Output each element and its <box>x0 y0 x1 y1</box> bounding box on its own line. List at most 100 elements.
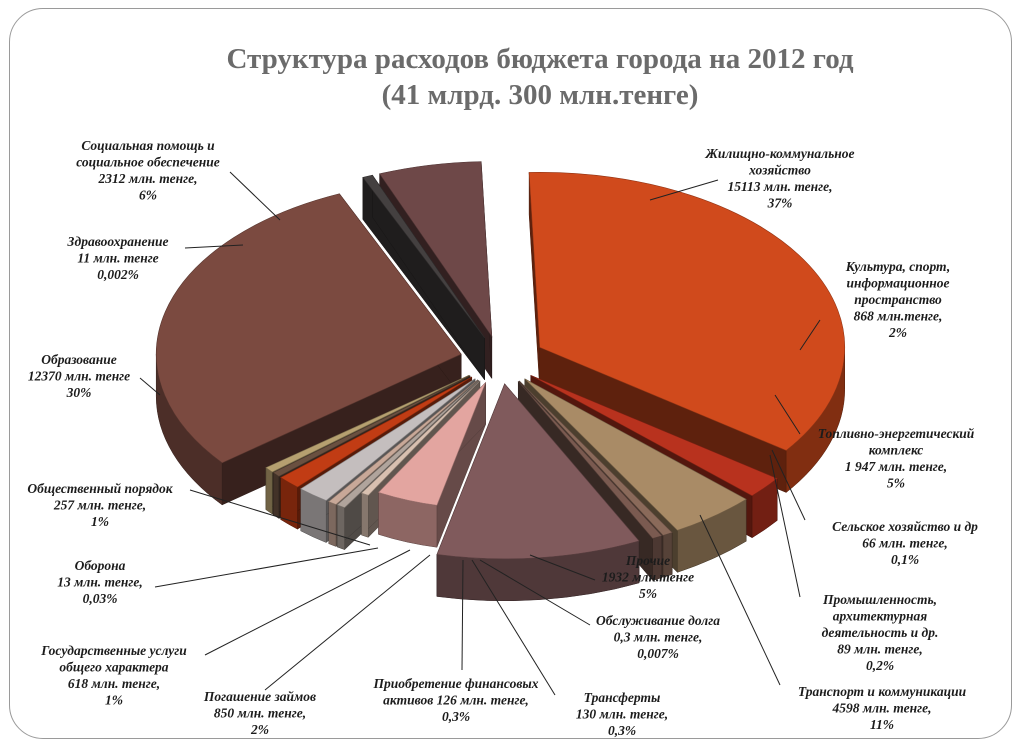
data-label-8-line-1: 130 млн. тенге, <box>576 707 668 722</box>
data-label-11-line-0: Государственные услуги <box>40 643 187 658</box>
data-label-15: Здравоохранение 11 млн. тенге 0,002% <box>66 234 168 282</box>
data-label-5-line-1: 4598 млн. тенге, <box>832 701 932 716</box>
data-label-0-line-3: 37% <box>767 196 793 211</box>
data-label-12-line-1: 13 млн. тенге, <box>57 575 142 590</box>
data-label-16-line-3: 6% <box>139 188 157 203</box>
data-label-16-line-1: социальное обеспечение <box>76 155 220 170</box>
data-label-0-line-1: хозяйство <box>748 163 811 178</box>
data-labels: Жилищно-коммунальное хозяйство 15113 млн. … <box>27 138 978 738</box>
data-label-1: Культура, спорт, информационное пространст… <box>845 259 951 340</box>
data-label-16-line-2: 2312 млн. тенге, <box>98 171 198 186</box>
data-label-0-line-0: Жилищно-коммунальное <box>705 146 855 161</box>
pie-tops <box>155 161 846 560</box>
slice-12 <box>272 375 471 477</box>
data-label-3-line-1: 66 млн. тенге, <box>862 536 947 551</box>
slice-5 <box>436 383 640 560</box>
leader-line-6 <box>529 554 596 581</box>
data-label-1-line-0: Культура, спорт, <box>845 259 951 274</box>
data-label-4-line-4: 0,2% <box>866 658 894 673</box>
slice-10 <box>300 378 476 501</box>
data-label-12-line-2: 0,03% <box>83 591 118 606</box>
data-label-5-line-0: Транспорт и коммуникации <box>798 684 967 699</box>
slice-6 <box>377 382 486 506</box>
data-label-16: Социальная помощь и социальное обеспечени… <box>76 138 220 203</box>
leader-line-2 <box>774 394 801 435</box>
data-label-5: Транспорт и коммуникации 4598 млн. тенге,… <box>798 684 967 732</box>
slice-8 <box>336 380 479 508</box>
leader-line-3 <box>771 449 806 521</box>
data-label-14-line-0: Образование <box>41 352 117 367</box>
slice-rim-7-0 <box>361 492 369 538</box>
data-label-15-line-0: Здравоохранение <box>66 234 168 249</box>
data-label-14-line-1: 12370 млн. тенге <box>28 369 130 384</box>
data-label-10: Погашение займов 850 млн. тенге, 2% <box>203 689 316 737</box>
leader-lines <box>139 171 821 696</box>
data-label-1-line-3: 868 млн.тенге, <box>854 309 943 324</box>
leader-line-10 <box>264 554 431 691</box>
data-label-9-line-2: 0,3% <box>442 709 470 724</box>
slice-7 <box>361 380 481 496</box>
leader-line-0 <box>649 179 719 201</box>
data-label-13-line-2: 1% <box>91 514 109 529</box>
data-label-7: Обслуживание долга 0,3 млн. тенге, 0,007% <box>596 613 720 661</box>
slide-frame <box>9 8 1012 739</box>
data-label-1-line-4: 2% <box>888 325 907 340</box>
data-label-11-line-2: 618 млн. тенге, <box>68 676 160 691</box>
data-label-9-line-1: активов 126 млн. тенге, <box>383 693 529 708</box>
data-label-2-line-1: комплекс <box>869 443 924 458</box>
chart-title: Структура расходов бюджета города на 201… <box>226 43 854 75</box>
slice-4 <box>518 381 663 539</box>
leader-line-16 <box>229 171 281 221</box>
leader-line-9 <box>461 559 464 671</box>
leader-line-7 <box>479 559 591 626</box>
data-label-12-line-0: Оборона <box>75 558 126 573</box>
data-label-5-line-2: 11% <box>870 717 894 732</box>
data-label-11-line-3: 1% <box>105 693 123 708</box>
chart-subtitle: (41 млрд. 300 млн.тенге) <box>381 79 699 111</box>
data-label-2-line-2: 1 947 млн. тенге, <box>845 459 947 474</box>
slice-15 <box>362 174 485 339</box>
data-label-2-line-0: Топливно-энергетический <box>818 426 975 441</box>
slice-3 <box>519 380 673 536</box>
data-label-11-line-1: общего характера <box>59 660 168 675</box>
data-label-15-line-1: 11 млн. тенге <box>77 251 158 266</box>
data-label-8-line-2: 0,3% <box>608 723 636 738</box>
leader-line-4 <box>769 454 801 598</box>
data-label-6: Прочие 1932 млн.тенге 5% <box>602 553 694 601</box>
data-label-16-line-0: Социальная помощь и <box>81 138 215 153</box>
data-label-2-line-3: 5% <box>887 476 905 491</box>
data-label-2: Топливно-энергетический комплекс 1 947 млн… <box>818 426 975 491</box>
data-label-9: Приобретение финансовых активов 126 млн. … <box>373 676 539 724</box>
data-label-4-line-3: 89 млн. тенге, <box>837 642 922 657</box>
data-label-6-line-0: Прочие <box>625 553 670 568</box>
data-label-13: Общественный порядок 257 млн. тенге, 1% <box>27 481 173 529</box>
data-label-7-line-1: 0,3 млн. тенге, <box>614 630 703 645</box>
slice-1 <box>530 375 778 497</box>
slice-9 <box>328 379 478 505</box>
slice-2 <box>524 378 747 531</box>
leader-line-12 <box>154 547 379 588</box>
data-label-3: Сельское хозяйство и др 66 млн. тенге, 0,1… <box>832 519 978 567</box>
data-label-11: Государственные услуги общего характера 61… <box>40 643 187 708</box>
data-label-1-line-2: пространство <box>854 292 942 307</box>
slice-rim-12-0 <box>272 472 280 519</box>
data-label-10-line-1: 850 млн. тенге, <box>214 706 306 721</box>
data-label-0: Жилищно-коммунальное хозяйство 15113 млн. … <box>705 146 855 211</box>
slice-0 <box>528 172 846 451</box>
data-label-6-line-2: 5% <box>639 586 657 601</box>
data-label-8-line-0: Трансферты <box>584 690 661 705</box>
leader-line-5 <box>699 514 781 686</box>
data-label-10-line-2: 2% <box>250 722 269 737</box>
data-label-6-line-1: 1932 млн.тенге <box>602 570 694 585</box>
data-label-7-line-0: Обслуживание долга <box>596 613 720 628</box>
leader-line-15 <box>184 244 244 249</box>
data-label-3-line-2: 0,1% <box>891 552 919 567</box>
data-label-14-line-2: 30% <box>66 385 92 400</box>
data-label-4-line-2: деятельность и др. <box>822 625 939 640</box>
data-label-14: Образование 12370 млн. тенге 30% <box>28 352 130 400</box>
data-label-4: Промышленность, архитектурная деятельность… <box>822 592 939 673</box>
slice-11 <box>280 376 472 488</box>
data-label-1-line-1: информационное <box>847 276 950 291</box>
slice-13 <box>265 374 470 473</box>
